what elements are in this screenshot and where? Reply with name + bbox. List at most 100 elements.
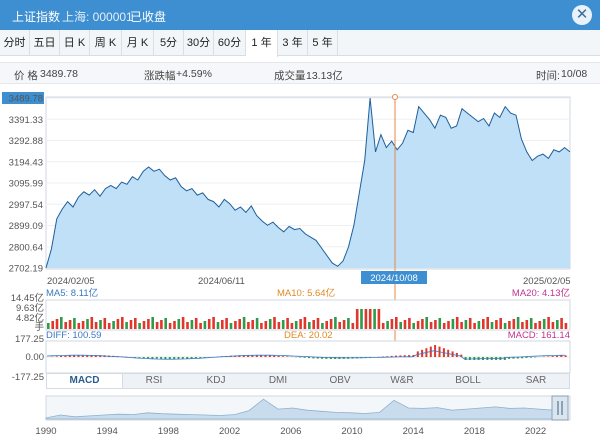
volume-bar <box>186 322 189 329</box>
macd-bar <box>77 355 80 357</box>
volume-bar <box>386 321 389 329</box>
macd-value-label: MACD: 161.14 <box>508 330 570 341</box>
macd-bar <box>556 355 558 357</box>
volume-bar <box>508 321 511 329</box>
close-button[interactable]: ✕ <box>572 5 592 25</box>
tab-5-year[interactable]: 5 年 <box>308 30 338 56</box>
volume-bar <box>238 319 241 329</box>
vol-unit: 手 <box>34 321 44 333</box>
date-label-mid: 2024/06/11 <box>198 276 245 287</box>
volume-bar <box>194 318 198 329</box>
macd-bar <box>160 357 163 359</box>
vol-tick-high: 14.45亿 <box>11 292 44 304</box>
overview-range-handle[interactable] <box>551 395 569 421</box>
volume-bar <box>151 317 154 329</box>
volume-bar <box>181 317 185 329</box>
macd-bar <box>55 356 58 357</box>
volume-bar <box>94 322 98 329</box>
volume-bar <box>242 317 246 329</box>
macd-bar <box>203 357 206 358</box>
volume-bar <box>355 309 359 329</box>
macd-bar <box>529 357 532 358</box>
volume-bar <box>125 322 128 329</box>
volume-bar <box>521 322 524 329</box>
year-label: 1990 <box>35 426 56 437</box>
ind-tab-obv[interactable]: OBV <box>329 375 351 386</box>
volume-bar <box>364 309 368 329</box>
volume-bar <box>516 317 520 329</box>
ind-tab-macd[interactable]: MACD <box>47 374 123 388</box>
tab-5min[interactable]: 5分 <box>154 30 184 56</box>
volume-bar <box>234 321 237 329</box>
volume-bar <box>412 323 415 329</box>
tab-five-day[interactable]: 五日 <box>30 30 60 56</box>
chart-area[interactable]: 3489.78 3391.33 3292.88 3194.43 3095.99 2997.… <box>0 88 600 448</box>
macd-bar <box>321 357 324 359</box>
volume-bar <box>112 321 115 329</box>
cursor-date: 2024/10/08 <box>370 273 418 284</box>
volume-value: 13.13亿 <box>306 70 343 82</box>
market-code: 上海: 000001 <box>62 10 133 24</box>
price-tick-label: 2702.19 <box>9 264 43 275</box>
change-label: 涨跌幅 <box>144 70 176 82</box>
tab-30min[interactable]: 30分 <box>184 30 214 56</box>
macd-bar <box>564 355 567 357</box>
volume-bar <box>73 318 76 329</box>
ind-tab-rsi[interactable]: RSI <box>145 375 163 386</box>
volume-bar <box>225 318 228 329</box>
volume-bar <box>216 322 220 329</box>
macd-bar <box>521 357 524 359</box>
tab-1-year[interactable]: 1 年 <box>246 30 278 57</box>
volume-bar <box>168 323 172 329</box>
volume-bar <box>390 319 394 329</box>
ind-tab-sar[interactable]: SAR <box>525 375 547 386</box>
tab-60min[interactable]: 60分 <box>214 30 246 56</box>
macd-bar <box>147 357 150 359</box>
volume-bar <box>360 309 363 329</box>
volume-bar <box>447 321 450 329</box>
volume-bar <box>303 317 307 329</box>
volume-bar <box>421 319 424 329</box>
macd-bar <box>399 355 402 357</box>
price-tick-label: 2899.09 <box>9 221 43 232</box>
volume-bar <box>534 323 537 329</box>
volume-bar <box>460 322 463 329</box>
tab-fenshi[interactable]: 分时 <box>0 30 30 56</box>
macd-bar <box>164 357 167 359</box>
volume-bar <box>60 317 63 329</box>
price-value: 3489.78 <box>40 68 78 80</box>
volume-bar <box>351 323 355 329</box>
macd-bar <box>199 357 202 358</box>
macd-bar <box>312 357 315 359</box>
volume-bar <box>286 318 289 329</box>
ind-tab-boll[interactable]: BOLL <box>455 375 481 386</box>
macd-bar <box>264 355 267 357</box>
macd-bar <box>260 355 263 357</box>
ind-tab-wr[interactable]: W&R <box>390 375 414 386</box>
volume-bar <box>438 318 442 329</box>
cursor-date-badge <box>361 271 427 284</box>
volume-bar <box>425 317 428 329</box>
tab-week-k[interactable]: 周 K <box>90 30 122 56</box>
year-label: 2014 <box>403 426 424 437</box>
ind-tab-kdj[interactable]: KDJ <box>206 375 226 386</box>
tab-month-k[interactable]: 月 K <box>122 30 154 56</box>
macd-bar <box>525 357 528 358</box>
volume-bar <box>134 318 137 329</box>
volume-bar <box>177 319 181 329</box>
volume-bar <box>47 323 50 329</box>
volume-bar <box>116 319 120 329</box>
macd-bar <box>503 357 506 360</box>
macd-tick-high: 177.25 <box>15 334 44 345</box>
ind-tab-dmi[interactable]: DMI <box>268 375 288 386</box>
volume-bar <box>207 319 211 329</box>
macd-bar <box>508 357 511 359</box>
tab-day-k[interactable]: 日 K <box>60 30 90 56</box>
macd-bar <box>177 357 180 359</box>
volume-bar <box>260 323 263 329</box>
volume-bar <box>542 319 546 329</box>
macd-bar <box>68 355 71 357</box>
macd-bar <box>316 357 319 359</box>
price-tick-label: 3194.43 <box>9 157 43 168</box>
tab-3-year[interactable]: 3 年 <box>278 30 308 56</box>
